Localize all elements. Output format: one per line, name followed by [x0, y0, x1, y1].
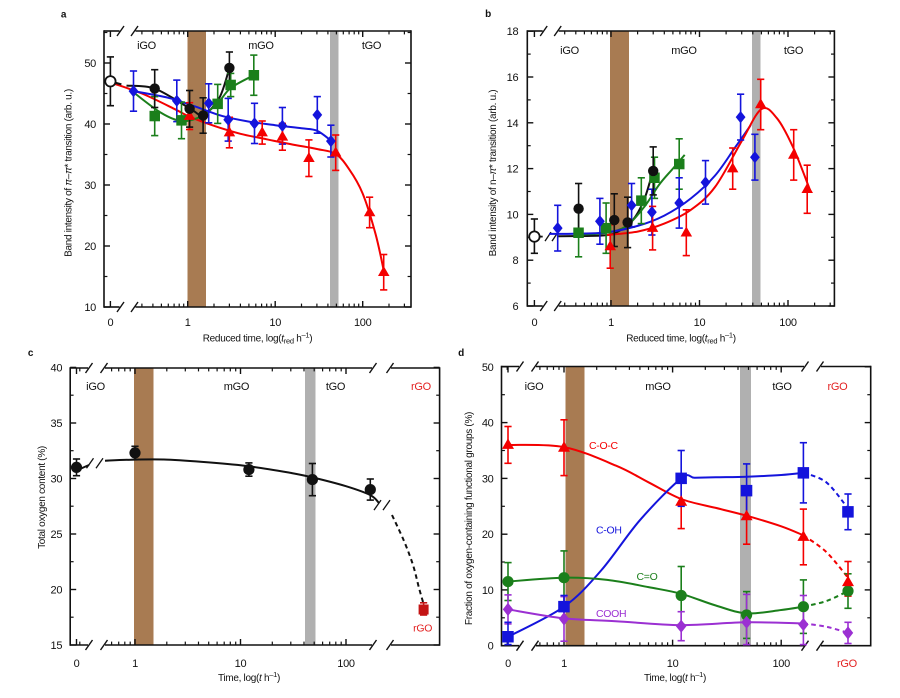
svg-text:rGO: rGO: [411, 381, 432, 393]
svg-text:20: 20: [84, 241, 96, 253]
svg-text:mGO: mGO: [224, 381, 250, 393]
svg-text:10: 10: [482, 585, 494, 597]
svg-text:d: d: [458, 348, 464, 359]
svg-text:0: 0: [531, 317, 537, 329]
svg-text:b: b: [485, 9, 491, 20]
svg-text:iGO: iGO: [525, 381, 544, 393]
svg-text:0: 0: [107, 317, 113, 329]
svg-text:C-OH: C-OH: [596, 525, 622, 537]
svg-text:rGO: rGO: [828, 381, 849, 393]
svg-text:14: 14: [507, 118, 519, 130]
svg-text:0: 0: [505, 658, 511, 670]
svg-text:10: 10: [667, 658, 679, 670]
svg-text:rGO: rGO: [837, 658, 858, 670]
svg-text:Fraction of oxygen-containing: Fraction of oxygen-containing functional…: [464, 412, 475, 625]
svg-text:a: a: [61, 10, 67, 21]
svg-text:COOH: COOH: [596, 608, 626, 620]
svg-text:1: 1: [132, 658, 138, 670]
svg-text:30: 30: [51, 474, 63, 486]
svg-text:10: 10: [235, 658, 247, 670]
svg-text:12: 12: [507, 164, 519, 176]
svg-text:10: 10: [269, 317, 281, 329]
svg-text:mGO: mGO: [645, 381, 671, 393]
svg-text:tGO: tGO: [784, 45, 804, 57]
svg-text:6: 6: [512, 301, 518, 313]
svg-text:40: 40: [84, 119, 96, 131]
svg-text:mGO: mGO: [248, 40, 274, 52]
svg-text:C-O-C: C-O-C: [589, 440, 619, 452]
svg-text:30: 30: [84, 180, 96, 192]
svg-text:tGO: tGO: [326, 381, 346, 393]
svg-text:40: 40: [482, 418, 494, 430]
svg-text:100: 100: [337, 658, 355, 670]
svg-text:mGO: mGO: [671, 45, 697, 57]
svg-text:1: 1: [561, 658, 567, 670]
svg-text:15: 15: [51, 640, 63, 652]
svg-text:tGO: tGO: [362, 40, 382, 52]
svg-text:1: 1: [185, 317, 191, 329]
svg-text:Total oxygen content (%): Total oxygen content (%): [37, 446, 48, 549]
svg-text:50: 50: [84, 58, 96, 70]
svg-text:20: 20: [482, 529, 494, 541]
svg-text:0: 0: [488, 641, 494, 653]
svg-text:C=O: C=O: [637, 571, 658, 583]
svg-text:Reduced time, log(tred h–1): Reduced time, log(tred h–1): [626, 331, 736, 346]
svg-text:40: 40: [51, 362, 63, 374]
svg-text:0: 0: [74, 658, 80, 670]
svg-text:Time, log(t h–1): Time, log(t h–1): [644, 670, 706, 684]
svg-text:iGO: iGO: [137, 40, 156, 52]
svg-text:16: 16: [507, 72, 519, 84]
svg-text:8: 8: [512, 255, 518, 267]
svg-text:20: 20: [51, 585, 63, 597]
svg-text:Time, log(t h–1): Time, log(t h–1): [218, 670, 280, 684]
svg-text:tGO: tGO: [772, 381, 792, 393]
svg-text:10: 10: [507, 209, 519, 221]
svg-text:Band intensity of n–π* transit: Band intensity of n–π* transition (arb. …: [488, 90, 499, 257]
svg-text:18: 18: [507, 26, 519, 38]
svg-text:10: 10: [694, 317, 706, 329]
svg-text:30: 30: [482, 473, 494, 485]
svg-text:c: c: [28, 348, 34, 359]
svg-text:rGO: rGO: [413, 623, 432, 635]
svg-text:100: 100: [779, 317, 797, 329]
svg-text:25: 25: [51, 529, 63, 541]
svg-text:Reduced time, log(tred h–1): Reduced time, log(tred h–1): [203, 331, 313, 346]
svg-text:10: 10: [84, 302, 96, 314]
svg-text:100: 100: [354, 317, 372, 329]
svg-text:35: 35: [51, 418, 63, 430]
svg-text:iGO: iGO: [86, 381, 105, 393]
svg-text:1: 1: [608, 317, 614, 329]
svg-text:100: 100: [772, 658, 790, 670]
svg-text:50: 50: [482, 362, 494, 374]
svg-text:iGO: iGO: [560, 45, 579, 57]
svg-text:Band intensity of π–π* transit: Band intensity of π–π* transition (arb. …: [64, 89, 75, 257]
